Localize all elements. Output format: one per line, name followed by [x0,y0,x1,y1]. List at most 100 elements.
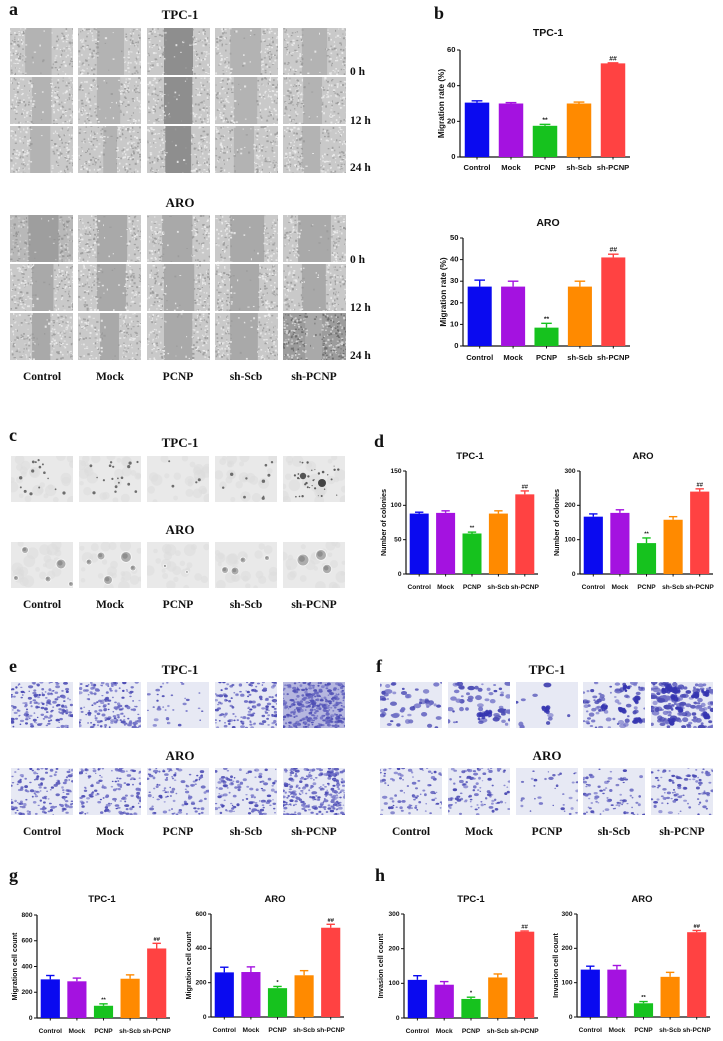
group-label-f-mock: Mock [464,826,494,838]
group-label-c-control: Control [22,599,62,611]
micrograph-a-tpc1-sh-pcnp-0h [283,28,346,75]
micrograph-image [283,456,345,502]
panel-letter-h: h [375,865,386,885]
micrograph-image [215,28,278,75]
y-tick-label: 40 [447,81,455,90]
x-tick-label-mock: Mock [68,1028,85,1035]
micrograph-a-aro-sh-scb-24h [215,313,278,360]
micrograph-image [147,682,209,728]
micrograph-a-tpc1-control-24h [10,126,73,173]
significance-marker: ## [696,482,703,488]
y-tick-label: 200 [564,502,575,509]
bar-pcnp [532,125,558,157]
micrograph-a-tpc1-mock-12h [78,77,141,124]
significance-marker: ** [101,997,106,1003]
micrograph-image [583,768,645,815]
micrograph-image [78,264,141,311]
micrograph-e-tpc1-sh-scb [215,682,277,728]
x-tick-label-sh-pcnp: sh-PCNP [511,584,540,591]
bar-sh-pcnp [321,927,341,1017]
x-tick-label-control: Control [407,584,431,591]
significance-marker: ## [693,924,700,930]
group-label-c-mock: Mock [95,599,125,611]
micrograph-a-tpc1-pcnp-24h [147,126,210,173]
y-tick-label: 600 [21,938,32,945]
x-tick-label-pcnp: PCNP [634,1027,653,1034]
bar-control [407,979,428,1018]
group-label-a-pcnp: PCNP [162,371,194,383]
micrograph-a-aro-pcnp-24h [147,313,210,360]
x-tick-label-pcnp: PCNP [536,353,557,362]
micrograph-image [651,768,713,815]
bar-control [40,979,60,1018]
panel-e-title-aro: ARO [165,748,195,763]
y-axis-label: Migration rate (%) [439,257,448,326]
y-axis-label: Number of colonies [552,489,561,556]
micrograph-image [215,77,278,124]
micrograph-image [147,215,210,262]
y-tick-label: 400 [195,945,206,952]
timepoint-label-aro-0h: 0 h [350,254,366,266]
timepoint-label-tpc1-24h: 24 h [350,162,371,174]
x-tick-label-control: Control [466,353,493,362]
chart-title: ARO [631,894,652,905]
y-tick-label: 100 [564,536,575,543]
micrograph-f-aro-control [380,768,442,815]
bar-mock [436,512,456,574]
micrograph-image [10,126,73,173]
x-tick-label-sh-scb: sh-Scb [567,353,593,362]
micrograph-a-tpc1-mock-0h [78,28,141,75]
y-tick-label: 600 [195,911,206,918]
x-tick-label-pcnp: PCNP [268,1027,287,1034]
micrograph-image [283,77,346,124]
significance-marker: ## [522,484,529,490]
micrograph-image [283,542,345,588]
significance-marker: ** [542,117,548,124]
y-tick-label: 300 [561,911,572,918]
micrograph-image [215,264,278,311]
group-label-a-sh-pcnp: sh-PCNP [291,371,337,383]
micrograph-image [448,682,510,728]
panel-e-title-tpc1: TPC-1 [161,662,199,677]
chart-g-aro: ARO Migration cell count 0 200 400 600 Control… [184,894,345,1034]
micrograph-a-aro-pcnp-0h [147,215,210,262]
group-label-e-mock: Mock [95,826,125,838]
x-tick-label-pcnp: PCNP [463,584,482,591]
panel-c-title-aro: ARO [165,522,195,537]
chart-b-tpc1: TPC-1 Migration rate (%) 0 20 40 60 Control Moc… [437,27,630,172]
group-label-a-mock: Mock [95,371,125,383]
micrograph-f-tpc1-control [380,682,442,728]
y-tick-label: 800 [21,912,32,919]
y-tick-label: 40 [450,255,458,264]
micrograph-f-tpc1-mock [448,682,510,728]
micrograph-c-aro-sh-pcnp [283,542,345,588]
y-tick-label: 50 [394,536,402,543]
y-tick-label: 200 [195,979,206,986]
bar-pcnp [461,998,481,1018]
bar-sh-pcnp [514,931,535,1018]
micrograph-a-tpc1-control-12h [10,77,73,124]
y-tick-label: 0 [396,1015,400,1022]
micrograph-c-aro-mock [79,542,141,588]
micrograph-image [283,313,346,360]
chart-d-aro: ARO Number of colonies 0 100 200 300 Control Mo… [552,451,714,591]
significance-marker: * [276,980,279,986]
timepoint-label-tpc1-12h: 12 h [350,115,371,127]
micrograph-a-aro-sh-scb-12h [215,264,278,311]
bar-mock [241,972,261,1017]
micrograph-a-aro-control-0h [10,215,73,262]
micrograph-image [147,313,210,360]
y-tick-label: 150 [390,468,401,475]
micrograph-e-tpc1-mock [79,682,141,728]
y-tick-label: 0 [398,571,402,578]
y-tick-label: 0 [203,1014,207,1021]
y-tick-label: 100 [390,502,401,509]
chart-h-aro: ARO Invasion cell count 0 100 200 300 Control M… [551,894,711,1034]
micrograph-f-tpc1-sh-scb [583,682,645,728]
y-axis-label: Invasion cell count [376,933,385,998]
x-tick-label-sh-scb: sh-Scb [659,1027,681,1034]
group-label-e-pcnp: PCNP [162,826,194,838]
y-axis-label: Migration cell count [184,931,193,999]
panel-letter-e: e [9,656,17,676]
x-tick-label-control: Control [213,1027,237,1034]
